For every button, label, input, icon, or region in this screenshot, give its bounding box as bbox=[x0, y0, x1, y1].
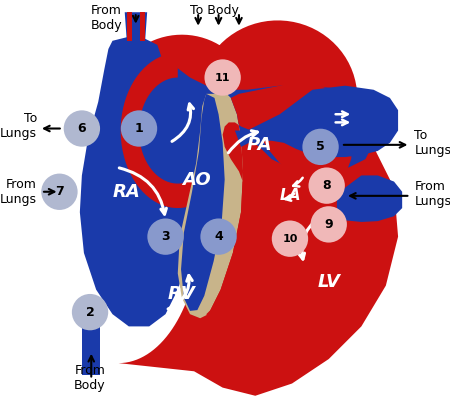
Circle shape bbox=[148, 220, 183, 254]
Polygon shape bbox=[80, 37, 374, 326]
Circle shape bbox=[122, 111, 156, 146]
Polygon shape bbox=[125, 12, 147, 41]
Text: RV: RV bbox=[168, 285, 196, 303]
Polygon shape bbox=[181, 94, 225, 311]
Circle shape bbox=[310, 169, 344, 203]
Circle shape bbox=[42, 175, 76, 209]
Text: PA: PA bbox=[247, 136, 272, 154]
Text: 5: 5 bbox=[316, 140, 325, 153]
Text: LA: LA bbox=[279, 188, 301, 203]
Text: From
Lungs: From Lungs bbox=[0, 178, 37, 206]
Text: 1: 1 bbox=[135, 122, 144, 135]
Text: 2: 2 bbox=[86, 306, 94, 319]
Text: 3: 3 bbox=[161, 230, 170, 243]
Text: 4: 4 bbox=[214, 230, 223, 243]
Polygon shape bbox=[178, 94, 243, 318]
Circle shape bbox=[202, 220, 236, 254]
Text: AO: AO bbox=[182, 171, 211, 188]
Text: From
Body: From Body bbox=[74, 364, 106, 392]
Circle shape bbox=[206, 60, 240, 95]
Polygon shape bbox=[337, 175, 402, 222]
Text: 7: 7 bbox=[55, 185, 64, 198]
Polygon shape bbox=[206, 82, 353, 326]
Polygon shape bbox=[127, 12, 132, 41]
Circle shape bbox=[303, 130, 338, 164]
Text: 10: 10 bbox=[282, 234, 297, 244]
Text: To
Lungs: To Lungs bbox=[0, 113, 37, 140]
Polygon shape bbox=[143, 84, 212, 177]
Text: LV: LV bbox=[317, 273, 340, 290]
Text: 11: 11 bbox=[215, 73, 230, 82]
Text: 6: 6 bbox=[77, 122, 86, 135]
Text: To
Lungs: To Lungs bbox=[414, 129, 450, 157]
Circle shape bbox=[73, 295, 107, 329]
Circle shape bbox=[311, 207, 346, 242]
Text: From
Body: From Body bbox=[90, 4, 122, 32]
Circle shape bbox=[273, 222, 307, 256]
Polygon shape bbox=[110, 20, 398, 396]
Polygon shape bbox=[140, 12, 145, 41]
Polygon shape bbox=[82, 326, 100, 375]
Polygon shape bbox=[235, 86, 398, 157]
Text: 8: 8 bbox=[322, 179, 331, 192]
Text: To Body: To Body bbox=[190, 4, 239, 17]
Text: 9: 9 bbox=[324, 218, 333, 231]
Text: RA: RA bbox=[113, 183, 141, 201]
Text: From
Lungs: From Lungs bbox=[414, 180, 450, 208]
Circle shape bbox=[65, 111, 99, 146]
Polygon shape bbox=[121, 53, 235, 208]
